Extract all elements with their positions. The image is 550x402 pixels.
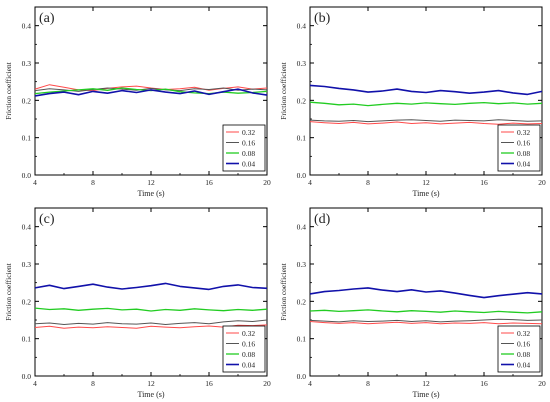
legend-label-a-3: 0.04 — [242, 160, 255, 169]
x-tick-label-d-2: 12 — [422, 379, 430, 388]
legend-label-d-3: 0.04 — [517, 361, 530, 370]
y-tick-label-a-1: 0.1 — [22, 134, 32, 143]
x-tick-label-a-0: 4 — [33, 178, 37, 187]
y-tick-label-b-0: 0.0 — [297, 171, 307, 180]
y-tick-label-a-0: 0.0 — [22, 171, 32, 180]
chart-svg-c: 0.0 0.1 0.2 0.3 0.4 4 8 12 16 20 Time (s) Friction … — [4, 207, 271, 399]
series-line-c-0_16 — [34, 319, 268, 325]
y-axis-label-a: Friction coefficient — [4, 61, 13, 119]
legend-label-c-0: 0.32 — [242, 329, 255, 338]
series-line-c-0_04 — [34, 282, 268, 291]
panel-label-d: (d) — [314, 212, 331, 227]
y-tick-label-d-0: 0.0 — [297, 372, 307, 381]
chart-panel-c: 0.0 0.1 0.2 0.3 0.4 4 8 12 16 20 Time (s) Friction … — [0, 201, 275, 402]
series-line-b-0_08 — [309, 101, 543, 107]
x-tick-label-d-3: 16 — [480, 379, 488, 388]
legend-label-c-3: 0.04 — [242, 361, 255, 370]
x-tick-label-a-4: 20 — [263, 178, 271, 187]
series-line-b-0_04 — [309, 84, 543, 96]
series-line-c-0_08 — [34, 307, 268, 312]
y-tick-label-a-3: 0.3 — [22, 59, 32, 68]
y-tick-label-b-4: 0.4 — [297, 22, 307, 31]
x-tick-label-b-3: 16 — [480, 178, 488, 187]
x-tick-label-d-0: 4 — [308, 379, 312, 388]
y-tick-label-b-2: 0.2 — [297, 96, 307, 105]
x-tick-label-d-1: 8 — [366, 379, 370, 388]
chart-svg-d: 0.0 0.1 0.2 0.3 0.4 4 8 12 16 20 Time (s) Friction … — [279, 207, 546, 399]
series-line-b-0_16 — [309, 119, 543, 123]
legend-label-b-3: 0.04 — [517, 160, 530, 169]
y-tick-label-d-4: 0.4 — [297, 223, 307, 232]
series-line-d-0_32 — [309, 321, 543, 325]
x-axis-label-c: Time (s) — [137, 390, 164, 399]
y-axis-label-d: Friction coefficient — [279, 262, 288, 320]
y-axis-label-b: Friction coefficient — [279, 61, 288, 119]
x-tick-label-b-0: 4 — [308, 178, 312, 187]
y-tick-label-c-0: 0.0 — [22, 372, 32, 381]
legend-label-b-1: 0.16 — [517, 139, 530, 148]
y-tick-label-a-4: 0.4 — [22, 22, 32, 31]
chart-svg-b: 0.0 0.1 0.2 0.3 0.4 4 8 12 16 20 Time (s) Friction … — [279, 6, 546, 198]
x-tick-label-c-1: 8 — [91, 379, 95, 388]
y-tick-label-c-2: 0.2 — [22, 297, 32, 306]
legend-label-c-2: 0.08 — [242, 350, 255, 359]
series-line-a-0_04 — [34, 88, 268, 97]
legend-label-b-0: 0.32 — [517, 128, 530, 137]
chart-panel-d: 0.0 0.1 0.2 0.3 0.4 4 8 12 16 20 Time (s) Friction … — [275, 201, 550, 402]
x-tick-label-c-3: 16 — [205, 379, 213, 388]
x-tick-label-b-1: 8 — [366, 178, 370, 187]
panel-label-a: (a) — [39, 11, 55, 26]
legend-label-d-0: 0.32 — [517, 329, 530, 338]
y-tick-label-b-1: 0.1 — [297, 134, 307, 143]
chart-panel-b: 0.0 0.1 0.2 0.3 0.4 4 8 12 16 20 Time (s) Friction … — [275, 0, 550, 201]
legend-label-d-2: 0.08 — [517, 350, 530, 359]
y-tick-label-c-1: 0.1 — [22, 335, 32, 344]
x-tick-label-b-2: 12 — [422, 178, 430, 187]
legend-label-a-0: 0.32 — [242, 128, 255, 137]
series-line-d-0_08 — [309, 309, 543, 314]
y-axis-label-c: Friction coefficient — [4, 262, 13, 320]
x-axis-label-a: Time (s) — [137, 189, 164, 198]
x-axis-label-b: Time (s) — [412, 189, 439, 198]
panel-label-b: (b) — [314, 11, 331, 26]
chart-panel-a: 0.0 0.1 0.2 0.3 0.4 4 8 12 16 20 Time (s) Friction … — [0, 0, 275, 201]
x-tick-label-c-0: 4 — [33, 379, 37, 388]
y-tick-label-c-4: 0.4 — [22, 223, 32, 232]
x-axis-label-d: Time (s) — [412, 390, 439, 399]
y-tick-label-a-2: 0.2 — [22, 96, 32, 105]
y-tick-label-b-3: 0.3 — [297, 59, 307, 68]
y-tick-label-d-3: 0.3 — [297, 260, 307, 269]
legend-label-d-1: 0.16 — [517, 340, 530, 349]
panel-label-c: (c) — [39, 212, 55, 227]
x-tick-label-c-4: 20 — [263, 379, 271, 388]
x-tick-label-a-3: 16 — [205, 178, 213, 187]
series-line-d-0_16 — [309, 318, 543, 323]
chart-svg-a: 0.0 0.1 0.2 0.3 0.4 4 8 12 16 20 Time (s) Friction … — [4, 6, 271, 198]
legend-label-a-1: 0.16 — [242, 139, 255, 148]
x-tick-label-a-1: 8 — [91, 178, 95, 187]
series-line-b-0_32 — [309, 121, 543, 125]
x-tick-label-a-2: 12 — [147, 178, 155, 187]
series-line-d-0_04 — [309, 287, 543, 299]
x-tick-label-c-2: 12 — [147, 379, 155, 388]
y-tick-label-d-2: 0.2 — [297, 297, 307, 306]
y-tick-label-d-1: 0.1 — [297, 335, 307, 344]
x-tick-label-d-4: 20 — [538, 379, 546, 388]
x-tick-label-b-4: 20 — [538, 178, 546, 187]
y-tick-label-c-3: 0.3 — [22, 260, 32, 269]
legend-label-a-2: 0.08 — [242, 149, 255, 158]
legend-label-c-1: 0.16 — [242, 340, 255, 349]
legend-label-b-2: 0.08 — [517, 149, 530, 158]
